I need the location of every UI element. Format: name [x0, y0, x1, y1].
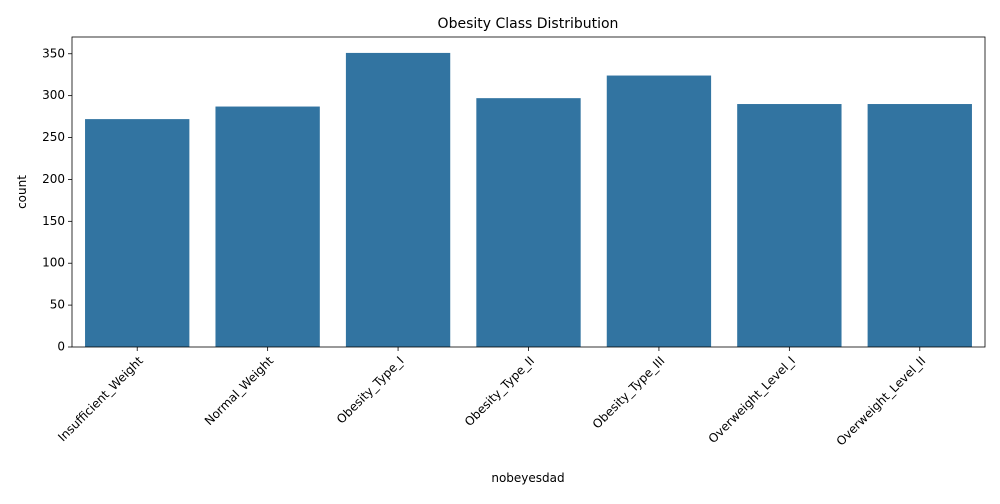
- y-tick-label: 150: [42, 214, 65, 228]
- x-tick-label: Obesity_Type_I: [334, 354, 407, 427]
- y-tick-label: 350: [42, 46, 65, 60]
- y-tick-label: 300: [42, 88, 65, 102]
- bar-obesity-type-ii: [476, 98, 581, 347]
- bar-insufficient-weight: [85, 119, 190, 347]
- x-tick-label: Overweight_Level_I: [706, 354, 798, 446]
- x-tick-label: Overweight_Level_II: [834, 354, 929, 449]
- bars-layer: [85, 52, 972, 348]
- bar-overweight-level-i: [737, 104, 842, 347]
- plot-frame: [71, 36, 986, 348]
- bar-obesity-type-iii: [606, 75, 712, 347]
- chart-title: Obesity Class Distribution: [438, 16, 619, 32]
- y-axis-label: count: [15, 175, 29, 209]
- x-tick-label: Insufficient_Weight: [55, 353, 146, 444]
- y-tick-label: 0: [57, 340, 65, 354]
- bar-obesity-type-i: [345, 52, 451, 348]
- x-tick-label: Obesity_Type_III: [590, 354, 668, 432]
- bar-overweight-level-ii: [867, 104, 972, 347]
- x-axis-label: nobeyesdad: [491, 471, 564, 485]
- bar-normal-weight: [215, 106, 320, 347]
- x-tick-label: Normal_Weight: [202, 353, 277, 428]
- y-tick-label: 50: [50, 298, 65, 312]
- y-tick-label: 200: [42, 172, 65, 186]
- x-tick-label: Obesity_Type_II: [462, 354, 537, 429]
- x-axis-ticks: Insufficient_Weight Normal_Weight Obesity_…: [55, 347, 928, 449]
- y-tick-label: 250: [42, 130, 65, 144]
- y-axis-ticks: 0 50 100 150 200 250 300 350: [42, 46, 72, 354]
- y-tick-label: 100: [42, 256, 65, 270]
